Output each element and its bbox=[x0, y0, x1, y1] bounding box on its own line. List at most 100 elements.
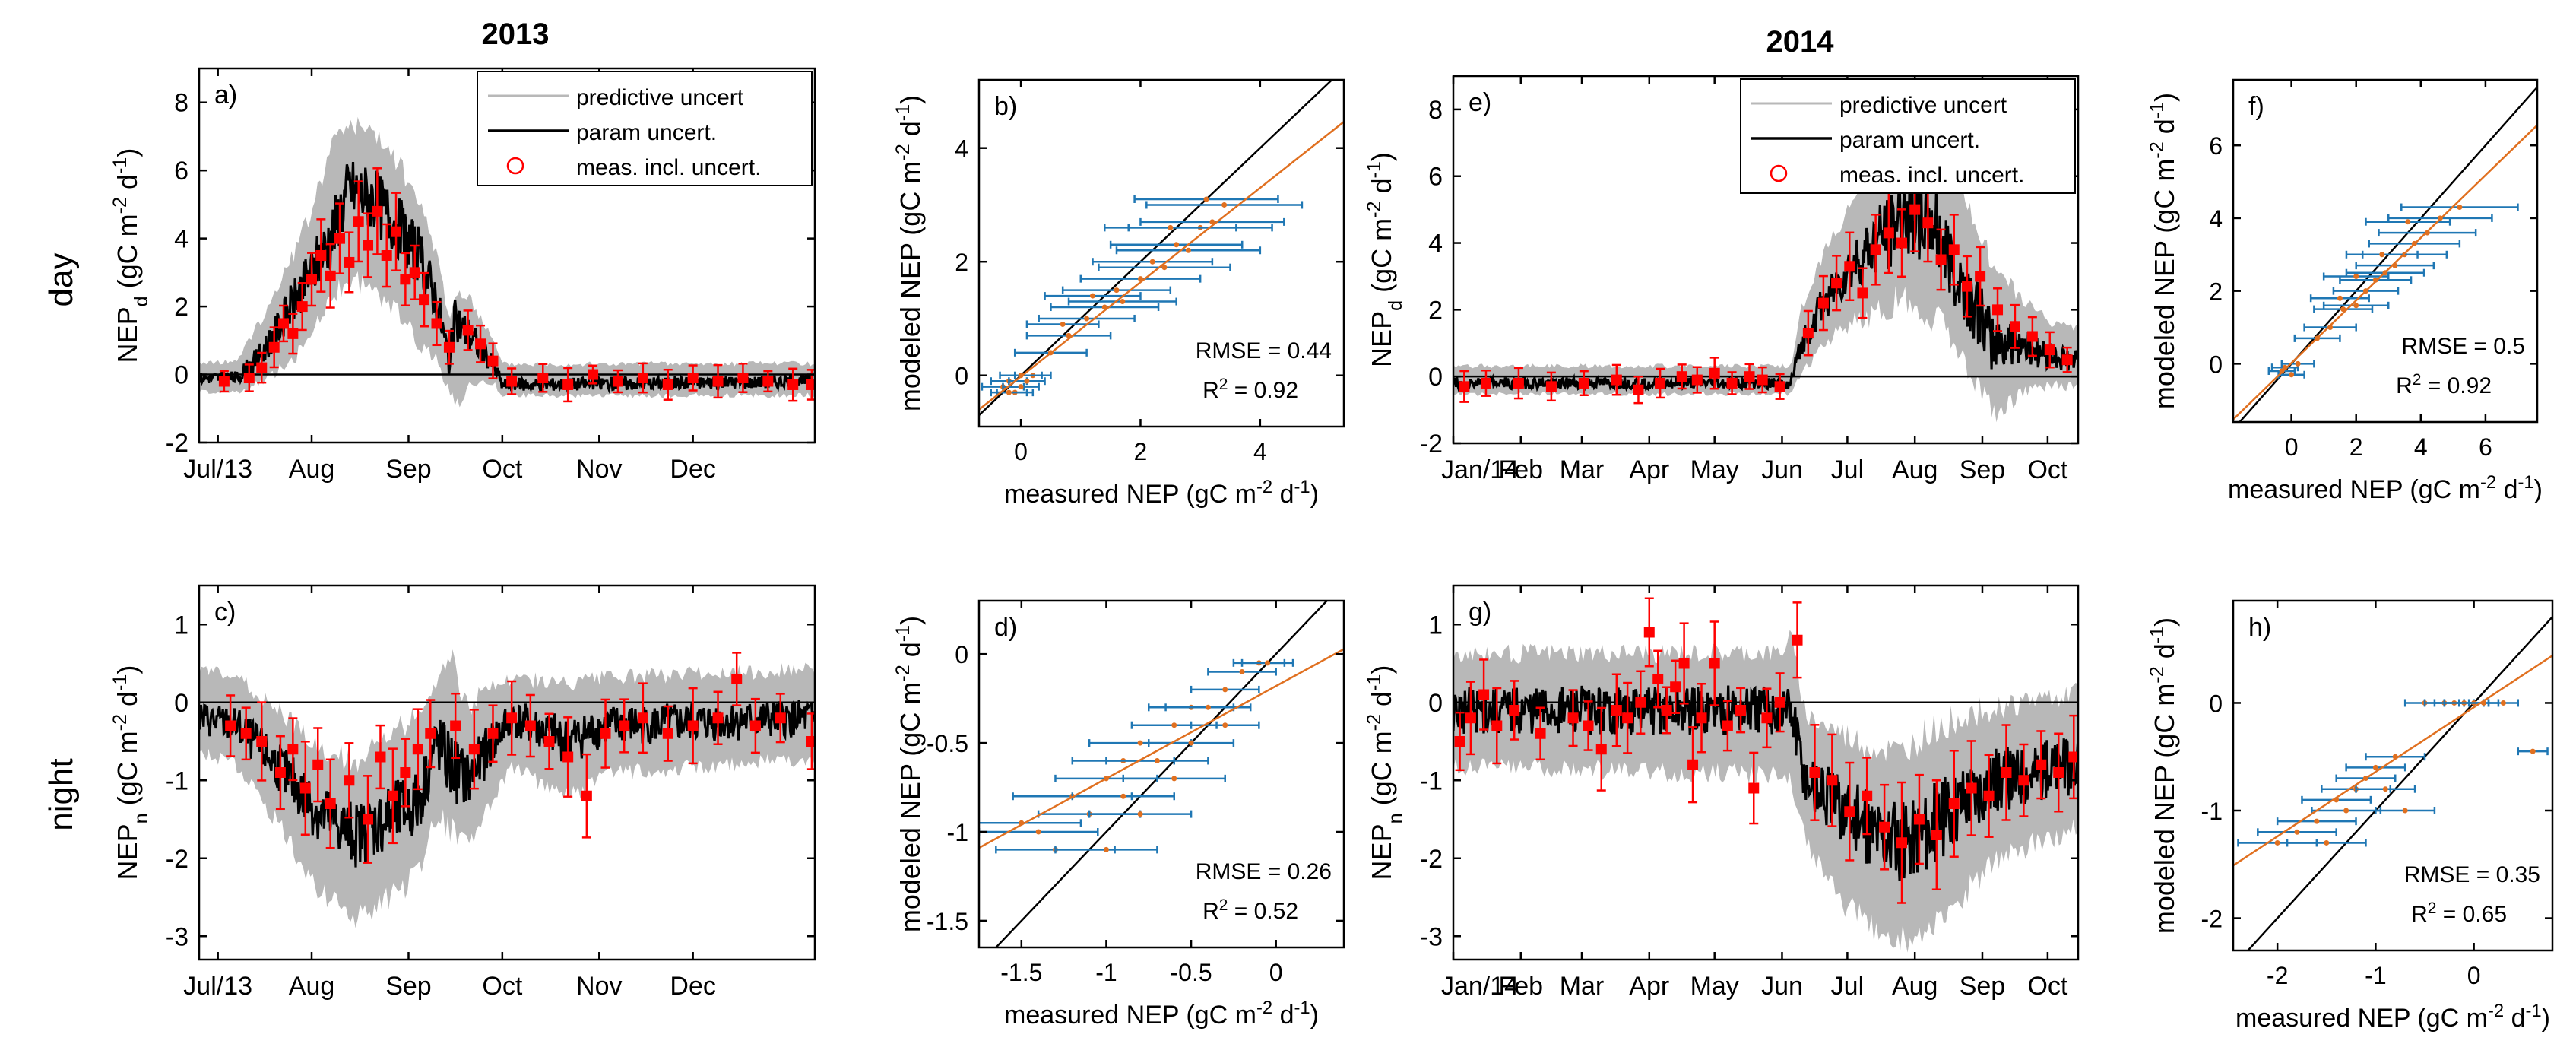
scatter-point bbox=[1188, 740, 1194, 746]
y-tick-label: 6 bbox=[2209, 132, 2223, 160]
meas-point bbox=[1633, 384, 1644, 395]
meas-point bbox=[2068, 751, 2078, 763]
meas-point bbox=[353, 216, 364, 227]
x-tick-label: 4 bbox=[1253, 438, 1267, 465]
scatter-point bbox=[2337, 295, 2343, 301]
meas-point bbox=[1687, 759, 1699, 770]
x-tick-label: 6 bbox=[2479, 433, 2492, 461]
plot-area bbox=[2233, 86, 2537, 422]
scatter-point bbox=[1239, 669, 1245, 675]
meas-point bbox=[475, 338, 486, 350]
panel-label: a) bbox=[214, 81, 237, 109]
meas-point bbox=[1696, 712, 1707, 724]
x-axis-label: measured NEP (gC m-2 d-1) bbox=[2228, 472, 2543, 505]
meas-point bbox=[1844, 261, 1855, 272]
scatter-point bbox=[1154, 757, 1160, 763]
y-tick-label: 2 bbox=[174, 293, 189, 322]
meas-point bbox=[1465, 712, 1476, 724]
scatter-point bbox=[1137, 740, 1143, 746]
meas-point bbox=[1862, 790, 1873, 801]
plot-area bbox=[979, 80, 1344, 416]
plot-area bbox=[979, 601, 1344, 947]
meas-point bbox=[287, 744, 299, 755]
stats-r2: R2 = 0.92 bbox=[2396, 371, 2492, 399]
y-axis-label: modeled NEP (gC m-2 d-1) bbox=[2147, 617, 2180, 934]
meas-point bbox=[1735, 705, 1747, 716]
scatter-point bbox=[2353, 303, 2359, 309]
meas-point bbox=[218, 376, 230, 387]
one-to-one-line bbox=[2246, 616, 2552, 950]
axes-box bbox=[977, 599, 1345, 949]
x-tick-label: 0 bbox=[2285, 433, 2299, 461]
y-tick-label: -3 bbox=[166, 922, 189, 951]
meas-point bbox=[600, 728, 611, 739]
meas-point bbox=[1643, 627, 1655, 638]
legend-box bbox=[1740, 78, 2076, 194]
y-tick-label: -3 bbox=[1420, 922, 1443, 951]
meas-point bbox=[1670, 681, 1681, 693]
meas-point bbox=[662, 379, 673, 390]
meas-point bbox=[372, 205, 383, 217]
meas-point bbox=[315, 250, 327, 261]
x-tick-label: Sep bbox=[385, 455, 432, 484]
meas-point bbox=[312, 759, 324, 770]
meas-point bbox=[524, 720, 536, 731]
y-tick-label: 4 bbox=[174, 225, 189, 254]
scatter-point bbox=[2314, 818, 2320, 824]
x-tick-label: Mar bbox=[1560, 972, 1605, 1001]
scatter-point bbox=[1171, 776, 1177, 782]
meas-point bbox=[1909, 204, 1921, 215]
meas-point bbox=[1831, 278, 1842, 289]
panel-d: RMSE = 0.26 R2 = 0.52 -1.5 -1 -0.5 0 -1.5 -1 -0.… bbox=[892, 599, 1345, 1030]
meas-point bbox=[1757, 374, 1768, 386]
meas-point bbox=[1913, 814, 1925, 825]
x-tick-label: 0 bbox=[2467, 962, 2481, 989]
x-tick-label: May bbox=[1690, 972, 1739, 1001]
meas-point bbox=[462, 325, 474, 336]
meas-point bbox=[1611, 374, 1622, 386]
row-label-night: night bbox=[43, 758, 80, 830]
x-tick-label: May bbox=[1690, 455, 1739, 484]
scatter-point bbox=[2343, 808, 2349, 814]
axes-box bbox=[2232, 78, 2539, 424]
legend-label: meas. incl. uncert. bbox=[576, 155, 761, 180]
scatter-point bbox=[1006, 389, 1012, 395]
meas-point bbox=[256, 362, 268, 373]
meas-point bbox=[1678, 658, 1690, 669]
scatter-point bbox=[1168, 224, 1174, 230]
y-tick-label: 2 bbox=[955, 249, 968, 276]
meas-point bbox=[1975, 271, 1986, 282]
scatter-point bbox=[1205, 704, 1211, 710]
meas-point bbox=[375, 751, 386, 763]
meas-point bbox=[363, 814, 374, 825]
axes-box bbox=[2232, 599, 2554, 952]
meas-point bbox=[325, 798, 336, 809]
meas-point bbox=[506, 376, 518, 387]
scatter-point bbox=[2324, 839, 2330, 846]
scatter-point bbox=[2530, 748, 2536, 754]
stats-rmse: RMSE = 0.26 bbox=[1196, 859, 1332, 884]
meas-point bbox=[506, 712, 518, 724]
y-axis-label: NEPd (gC m-2 d-1) bbox=[109, 148, 152, 363]
legend-label: meas. incl. uncert. bbox=[1839, 163, 2024, 188]
scatter-point bbox=[1174, 242, 1180, 248]
meas-point bbox=[1722, 720, 1733, 731]
x-tick-label: Jul bbox=[1831, 972, 1864, 1001]
panel-b: RMSE = 0.44 R2 = 0.92 0 2 4 0 2 4 measured NEP (… bbox=[892, 78, 1345, 509]
meas-point bbox=[1535, 728, 1546, 739]
x-tick-label: Dec bbox=[670, 972, 715, 1001]
y-tick-label: 0 bbox=[955, 363, 968, 390]
meas-point bbox=[1509, 705, 1520, 716]
meas-point bbox=[325, 270, 336, 281]
regression-line bbox=[979, 121, 1344, 411]
y-axis-label: modeled NEP (gC m-2 d-1) bbox=[892, 616, 926, 932]
meas-point bbox=[537, 373, 549, 384]
regression-line bbox=[979, 648, 1344, 849]
scatter-point bbox=[2382, 786, 2388, 792]
meas-point bbox=[2036, 759, 2047, 770]
panel-h: RMSE = 0.35 R2 = 0.65 -2 -1 0 -2 -1 0 measured N… bbox=[2147, 599, 2554, 1033]
scatter-point bbox=[1120, 793, 1126, 799]
meas-point bbox=[1480, 377, 1491, 389]
meas-point bbox=[1896, 837, 1908, 849]
